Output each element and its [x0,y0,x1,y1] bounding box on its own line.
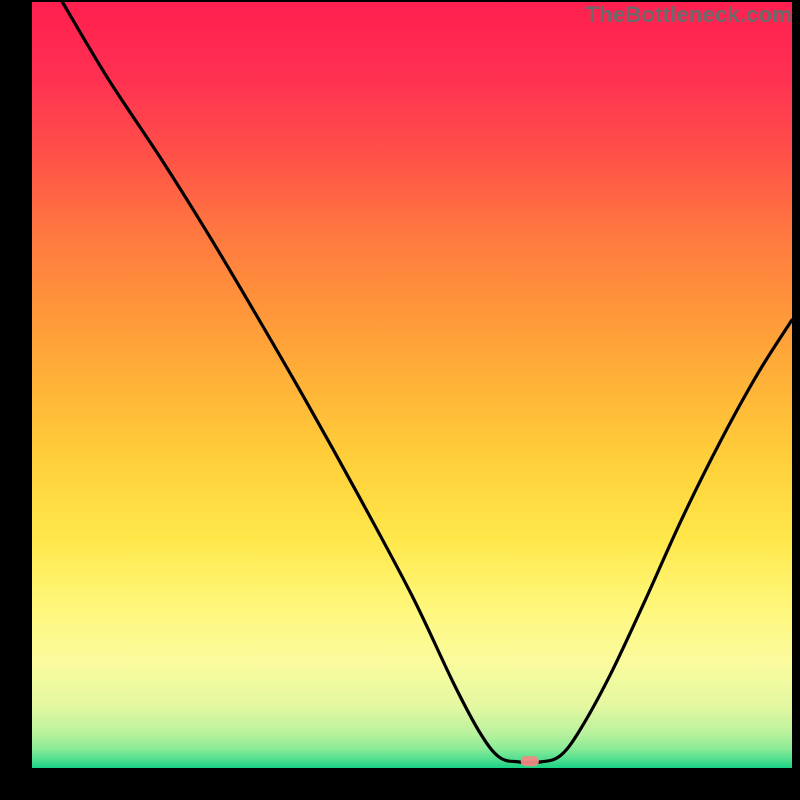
watermark-text: TheBottleneck.com [586,2,792,28]
plot-background-gradient [32,2,792,768]
optimal-marker [521,756,539,766]
bottleneck-chart [0,0,800,800]
chart-stage: TheBottleneck.com [0,0,800,800]
